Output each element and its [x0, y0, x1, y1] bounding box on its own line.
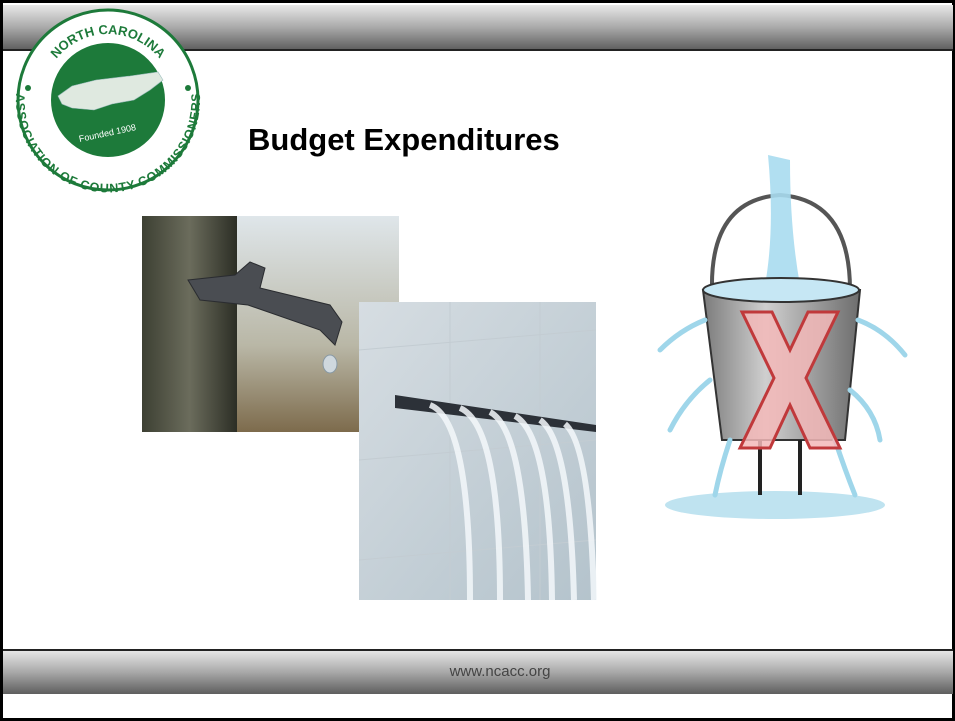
puddle: [665, 491, 885, 519]
logo-dot: [25, 85, 31, 91]
bucket-rim: [703, 278, 859, 302]
logo: NORTH CAROLINA ASSOCIATION OF COUNTY COM…: [13, 10, 203, 195]
fountain-photo: [359, 302, 596, 600]
page: www.ncacc.org NORTH CAROLINA ASSOCIATION…: [0, 0, 955, 721]
slide: www.ncacc.org NORTH CAROLINA ASSOCIATION…: [0, 0, 955, 721]
sap-drop: [323, 355, 337, 373]
slide-title: Budget Expenditures: [248, 122, 560, 157]
footer-url: www.ncacc.org: [449, 663, 551, 680]
logo-dot: [185, 85, 191, 91]
tree-bark: [142, 216, 237, 432]
